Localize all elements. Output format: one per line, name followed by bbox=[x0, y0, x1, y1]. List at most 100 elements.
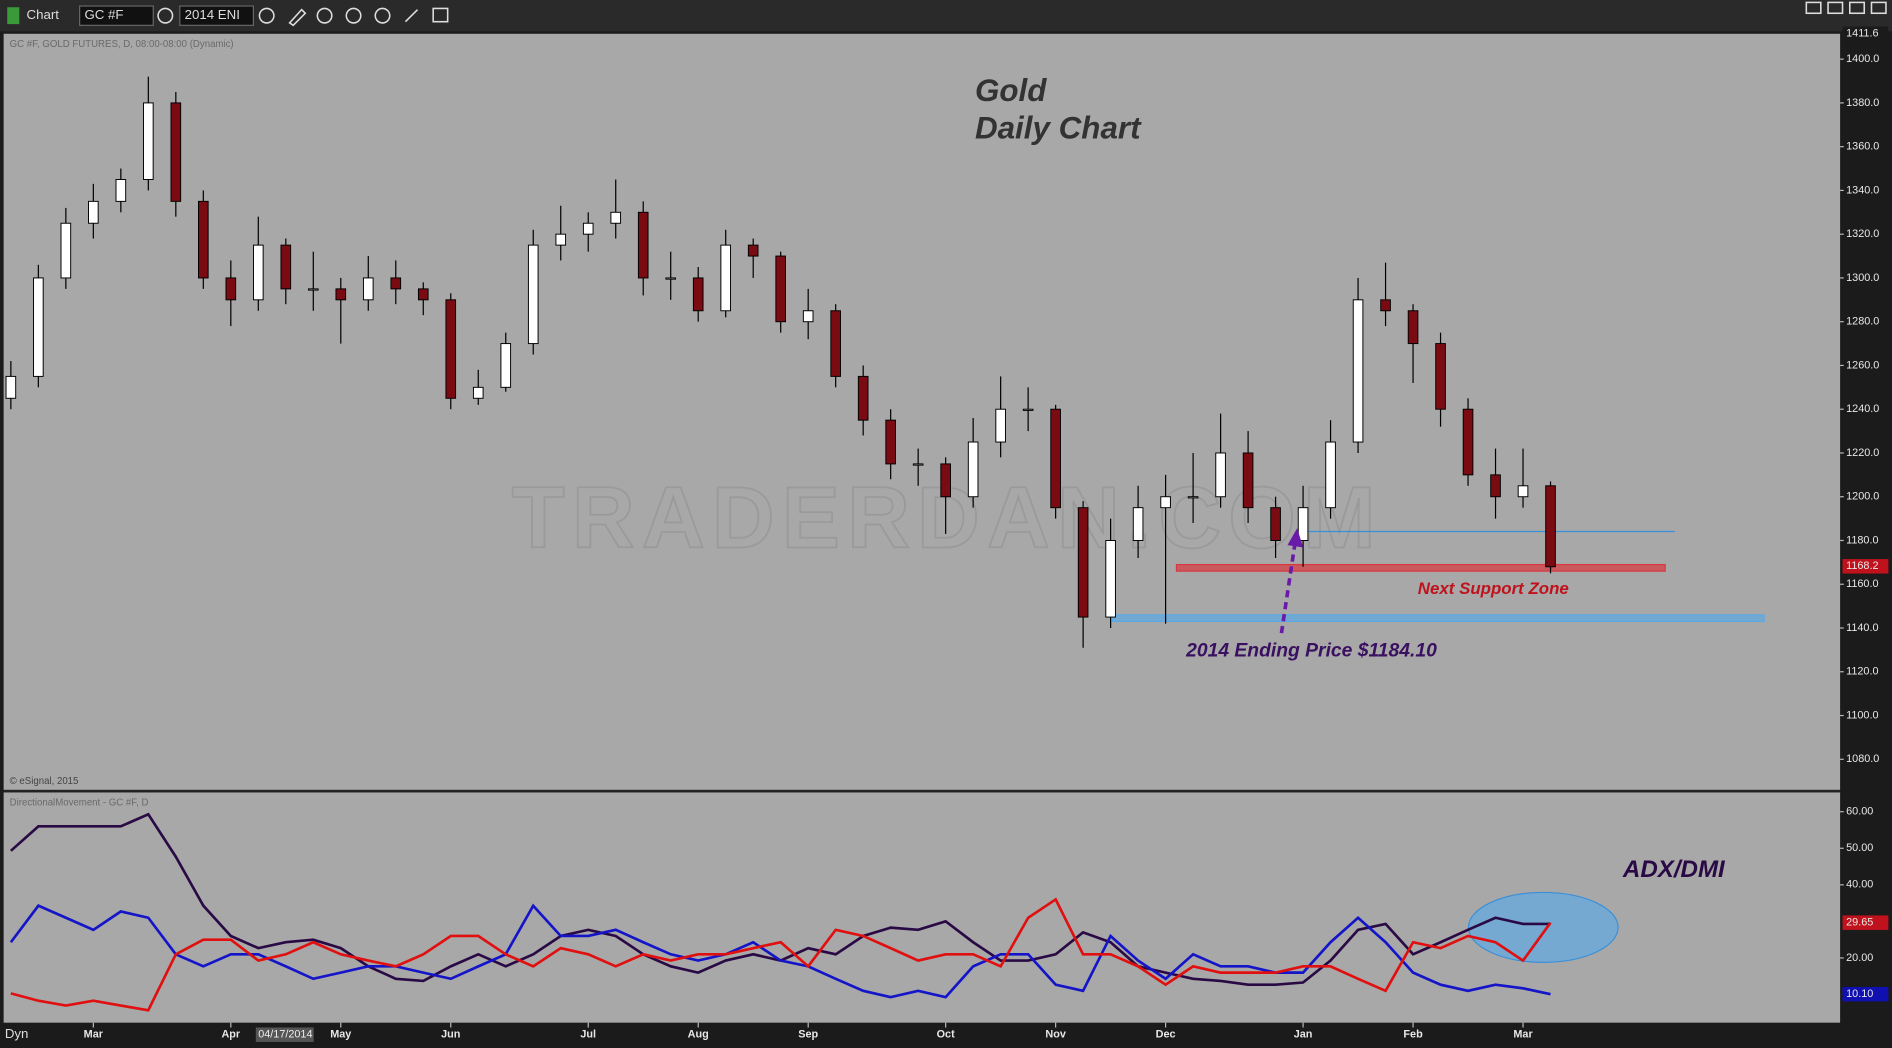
candle-body bbox=[1160, 496, 1171, 509]
y-tick-label: 1280.0 bbox=[1846, 316, 1879, 328]
template[interactable]: 2014 ENI bbox=[185, 7, 240, 22]
candle-body bbox=[1132, 507, 1144, 541]
candle-body bbox=[170, 102, 182, 202]
last-value-label: 29.65 bbox=[1846, 917, 1873, 929]
candle-body bbox=[1105, 540, 1116, 618]
candle-body bbox=[692, 277, 704, 312]
candle-body bbox=[527, 244, 539, 345]
candle-body bbox=[802, 310, 814, 323]
y-tick-label: 1200.0 bbox=[1846, 491, 1879, 503]
last-value-box bbox=[1842, 986, 1889, 1002]
x-tick-label: Jan bbox=[1294, 1029, 1313, 1041]
candle-body bbox=[775, 255, 787, 323]
candle-body bbox=[1242, 452, 1254, 509]
support-zone bbox=[1111, 614, 1765, 623]
template-box[interactable] bbox=[179, 5, 254, 26]
candle-body bbox=[445, 299, 457, 399]
candle-body bbox=[88, 200, 99, 224]
x-tick-label: Nov bbox=[1045, 1029, 1066, 1041]
support-annotation: Next Support Zone bbox=[1418, 579, 1569, 598]
candle-body bbox=[390, 277, 402, 290]
candle-body bbox=[637, 211, 649, 279]
candle-body bbox=[1517, 485, 1529, 498]
y-tick-label: 1400.0 bbox=[1846, 53, 1879, 65]
y-tick-label: 1260.0 bbox=[1846, 359, 1879, 371]
y-tick-label: 1080.0 bbox=[1846, 753, 1879, 765]
symbol-box[interactable] bbox=[79, 5, 154, 26]
toolbar bbox=[0, 0, 1892, 32]
candle-body bbox=[555, 233, 567, 246]
mode[interactable]: Dyn bbox=[5, 1026, 29, 1041]
y-tick-label: 1320.0 bbox=[1846, 228, 1879, 240]
last-value-box bbox=[1842, 915, 1889, 930]
candle-body bbox=[1435, 343, 1446, 410]
symbol[interactable]: GC #F bbox=[84, 7, 123, 22]
candle-body bbox=[280, 244, 292, 290]
y-tick-label: 1100.0 bbox=[1846, 709, 1878, 721]
candle-body bbox=[610, 211, 622, 224]
y-tick-label: 1140.0 bbox=[1846, 622, 1878, 634]
candle-body bbox=[747, 244, 759, 257]
annotation-arrowhead bbox=[1287, 528, 1304, 548]
x-axis bbox=[0, 1025, 1841, 1048]
candle-body bbox=[582, 222, 594, 235]
candle-body bbox=[1022, 408, 1034, 411]
y-tick-label: 1160.0 bbox=[1846, 578, 1878, 590]
candle-body bbox=[720, 244, 732, 312]
candle-body bbox=[1215, 452, 1226, 498]
candle-body bbox=[1270, 507, 1281, 541]
y-tick-label: 1240.0 bbox=[1846, 403, 1879, 415]
y-tick-label: 20.00 bbox=[1846, 952, 1873, 964]
candle-body bbox=[1352, 299, 1364, 443]
last-value-label: 1411.6 bbox=[1846, 28, 1878, 40]
x-tick-label: Oct bbox=[937, 1029, 955, 1041]
chart-subtitle: Daily Chart bbox=[975, 111, 1142, 146]
ending-price-annotation: 2014 Ending Price $1184.10 bbox=[1185, 640, 1437, 661]
x-tick-label: Mar bbox=[1513, 1029, 1533, 1041]
x-tick-label: Sep bbox=[798, 1029, 818, 1041]
candle-body bbox=[225, 277, 237, 301]
cursor-date: 04/17/2014 bbox=[258, 1029, 312, 1041]
candle-body bbox=[472, 386, 484, 399]
indicator-title: ADX/DMI bbox=[1622, 856, 1726, 883]
candle-body bbox=[1077, 507, 1089, 618]
annotation-arrow bbox=[1279, 544, 1297, 634]
toolbar-icons[interactable] bbox=[157, 1, 1887, 27]
price-header: GC #F, GOLD FUTURES, D, 08:00-08:00 (Dyn… bbox=[10, 39, 234, 50]
copyright: © eSignal, 2015 bbox=[10, 776, 79, 787]
candle-body bbox=[1325, 441, 1336, 509]
candle-body bbox=[830, 310, 841, 377]
candle-body bbox=[665, 277, 677, 280]
candle-body bbox=[1407, 310, 1419, 345]
y-tick-label: 1180.0 bbox=[1846, 534, 1878, 546]
y-tick-label: 1220.0 bbox=[1846, 447, 1879, 459]
app-icon bbox=[7, 7, 20, 25]
candle-body bbox=[500, 343, 512, 388]
x-tick-label: Aug bbox=[688, 1029, 709, 1041]
candle-body bbox=[33, 277, 44, 377]
y-tick-label: 1300.0 bbox=[1846, 272, 1879, 284]
x-tick-label: Dec bbox=[1156, 1029, 1176, 1041]
x-tick-label: Jul bbox=[580, 1029, 596, 1041]
x-tick-label: Mar bbox=[84, 1029, 104, 1041]
indicator-header: DirectionalMovement - GC #F, D bbox=[10, 798, 149, 809]
candle-body bbox=[417, 288, 429, 301]
candle-body bbox=[885, 419, 896, 465]
x-tick-label: Feb bbox=[1403, 1029, 1423, 1041]
candle-body bbox=[1380, 299, 1391, 312]
candle-body bbox=[1297, 507, 1309, 541]
candle-body bbox=[60, 222, 72, 279]
candle-body bbox=[940, 463, 951, 498]
candle-body bbox=[1050, 408, 1061, 509]
indicator-line bbox=[10, 897, 1552, 1012]
price-panel bbox=[3, 33, 1841, 790]
app-label: Chart bbox=[27, 7, 60, 22]
candle-body bbox=[5, 375, 17, 399]
candle-body bbox=[198, 200, 209, 279]
candle-body bbox=[967, 441, 979, 498]
x-tick-label: Jun bbox=[441, 1029, 460, 1041]
candle-body bbox=[1545, 485, 1556, 568]
y-tick-label: 1360.0 bbox=[1846, 141, 1879, 153]
y-tick-label: 60.00 bbox=[1846, 806, 1873, 818]
